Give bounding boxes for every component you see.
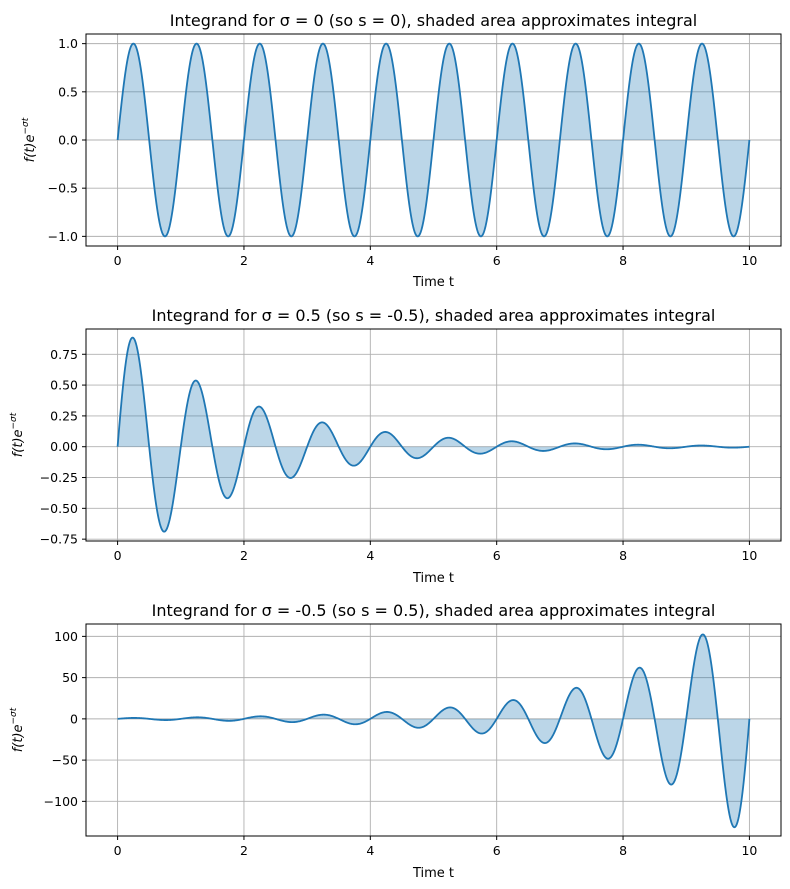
shaded-area xyxy=(117,634,750,828)
y-axis-label: f(t)e−σt xyxy=(9,412,26,457)
x-tick-label: 0 xyxy=(114,253,122,268)
x-tick-label: 2 xyxy=(240,548,248,563)
chart-title: Integrand for σ = -0.5 (so s = 0.5), sha… xyxy=(152,601,716,620)
x-tick-label: 10 xyxy=(741,253,757,268)
y-tick-label: 0.50 xyxy=(50,378,78,393)
y-axis-label: f(t)e−σt xyxy=(9,707,26,752)
axes-frame xyxy=(85,623,782,837)
y-tick-label: −0.75 xyxy=(40,532,78,547)
x-tick-label: 10 xyxy=(741,843,757,858)
y-axis-label-exponent: −σt xyxy=(21,117,31,134)
chart-panel-2: 0 2 4 6 8 10 −0.75 −0.50 −0.25 0.00 0.25 0.50 0.75 In… xyxy=(9,306,782,586)
y-tick-label: −1.0 xyxy=(48,229,78,244)
x-tick-label: 4 xyxy=(366,253,374,268)
y-tick-label: 50 xyxy=(62,670,78,685)
y-axis-label-base: f(t)e xyxy=(11,429,26,457)
integrand-curve xyxy=(116,336,750,533)
y-tick-label: 0 xyxy=(70,711,78,726)
y-axis-label-exponent: −σt xyxy=(9,707,19,724)
chart-title: Integrand for σ = 0.5 (so s = -0.5), sha… xyxy=(152,306,716,325)
integrand-curve xyxy=(117,633,751,829)
axes-frame xyxy=(85,328,782,542)
integrand-curve xyxy=(116,42,751,238)
y-tick-label: −100 xyxy=(44,794,78,809)
x-tick-label: 2 xyxy=(240,253,248,268)
x-tick-label: 2 xyxy=(240,843,248,858)
chart-panel-3: 0 2 4 6 8 10 −100 −50 0 50 100 Integrand for σ = -0… xyxy=(9,601,782,881)
x-tick-label: 8 xyxy=(619,548,627,563)
x-tick-label: 0 xyxy=(114,548,122,563)
y-tick-label: 1.0 xyxy=(58,36,78,51)
x-tick-label: 4 xyxy=(366,548,374,563)
y-tick-label: 0.25 xyxy=(50,408,78,423)
x-tick-label: 6 xyxy=(493,548,501,563)
shaded-area xyxy=(117,337,750,532)
y-tick-label: 0.00 xyxy=(50,439,78,454)
y-tick-label: −0.50 xyxy=(40,501,78,516)
x-axis-label: Time t xyxy=(412,866,454,881)
x-tick-label: 0 xyxy=(114,843,122,858)
x-axis-label: Time t xyxy=(412,571,454,586)
x-tick-label: 4 xyxy=(366,843,374,858)
y-tick-label: 0.75 xyxy=(50,347,78,362)
x-tick-label: 6 xyxy=(493,253,501,268)
chart-panel-1: 0 2 4 6 8 10 −1.0 −0.5 0.0 0.5 1.0 Integrand for σ … xyxy=(21,11,782,290)
y-tick-label: 100 xyxy=(54,629,78,644)
x-tick-label: 10 xyxy=(741,548,757,563)
y-tick-label: −50 xyxy=(52,753,78,768)
y-tick-label: −0.25 xyxy=(40,470,78,485)
chart-title: Integrand for σ = 0 (so s = 0), shaded a… xyxy=(170,11,697,30)
x-tick-label: 8 xyxy=(619,843,627,858)
y-tick-label: 0.0 xyxy=(58,133,78,148)
y-tick-label: −0.5 xyxy=(48,181,78,196)
x-tick-label: 6 xyxy=(493,843,501,858)
y-axis-label-exponent: −σt xyxy=(9,412,19,429)
x-tick-label: 8 xyxy=(619,253,627,268)
y-axis-label-base: f(t)e xyxy=(23,134,38,162)
x-axis-label: Time t xyxy=(412,275,454,290)
y-tick-label: 0.5 xyxy=(58,84,78,99)
y-axis-label: f(t)e−σt xyxy=(21,117,38,162)
y-axis-label-base: f(t)e xyxy=(11,724,26,752)
